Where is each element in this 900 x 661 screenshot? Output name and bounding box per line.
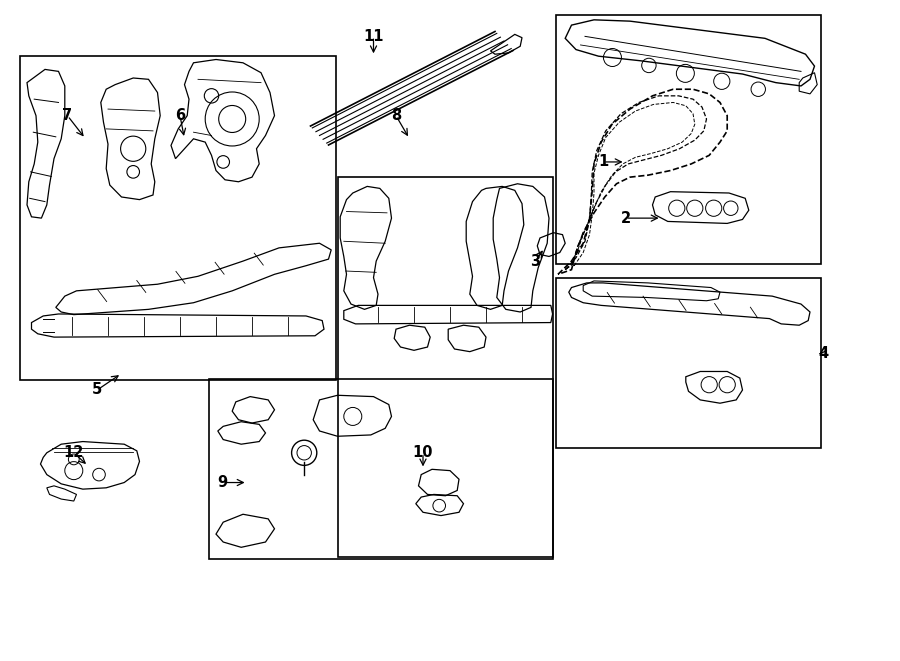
Text: 6: 6	[175, 108, 185, 123]
Text: 11: 11	[364, 29, 383, 44]
Text: 7: 7	[62, 108, 73, 123]
Text: 2: 2	[620, 211, 631, 225]
Text: 10: 10	[413, 446, 433, 460]
Text: 4: 4	[818, 346, 829, 361]
Text: 3: 3	[530, 254, 541, 268]
Text: 8: 8	[391, 108, 401, 123]
Text: 12: 12	[64, 446, 84, 460]
Text: 1: 1	[598, 155, 608, 169]
Text: 5: 5	[92, 383, 103, 397]
Text: 9: 9	[217, 475, 228, 490]
